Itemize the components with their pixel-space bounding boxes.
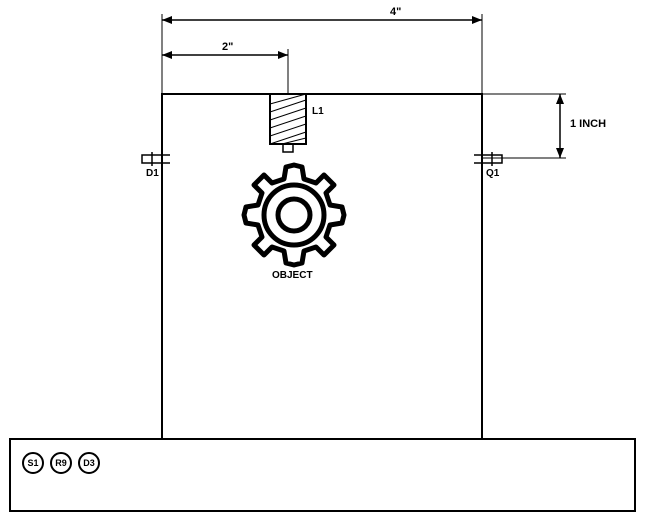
dim-label-2in: 2" <box>222 41 233 53</box>
component-q1 <box>474 152 502 166</box>
dim-label-4in: 4" <box>390 6 401 18</box>
label-q1: Q1 <box>486 168 499 179</box>
gear-icon <box>244 165 344 265</box>
component-l1 <box>270 94 306 152</box>
label-object: OBJECT <box>272 270 313 281</box>
dim-right <box>482 94 566 158</box>
label-l1: L1 <box>312 106 324 117</box>
dim-label-1inch: 1 INCH <box>570 118 606 130</box>
main-box <box>162 94 482 439</box>
diagram-svg <box>0 0 645 524</box>
base-circle-r9: R9 <box>50 452 72 474</box>
dim-top-inner <box>162 49 288 94</box>
base-circle-d3: D3 <box>78 452 100 474</box>
dim-top-outer <box>162 14 482 94</box>
label-d1: D1 <box>146 168 159 179</box>
base-box <box>10 439 635 511</box>
component-d1 <box>142 152 170 166</box>
base-circle-s1: S1 <box>22 452 44 474</box>
